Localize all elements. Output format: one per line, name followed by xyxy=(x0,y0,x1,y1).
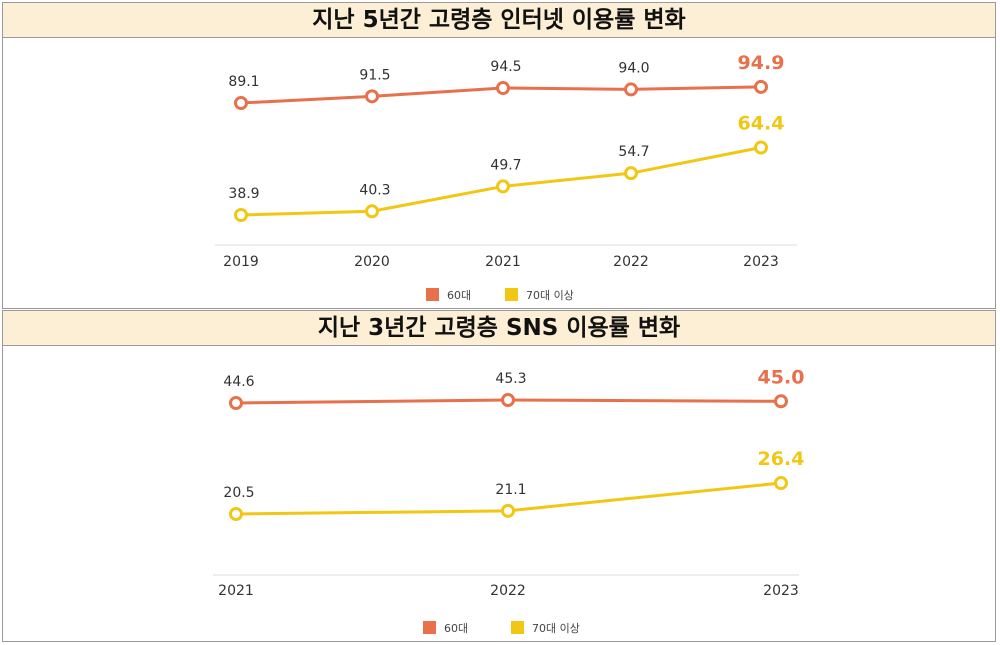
legend-swatch xyxy=(505,288,518,301)
data-label: 45.0 xyxy=(758,366,805,388)
data-point xyxy=(229,507,243,521)
data-point xyxy=(234,96,248,110)
x-tick-label: 2023 xyxy=(743,254,779,270)
x-tick-label: 2022 xyxy=(490,583,526,599)
data-point xyxy=(501,503,515,518)
data-point xyxy=(234,208,248,222)
data-label: 40.3 xyxy=(359,182,390,198)
data-point xyxy=(496,81,510,95)
legend-swatch xyxy=(511,621,524,634)
data-point xyxy=(229,396,243,410)
data-label: 44.6 xyxy=(223,374,254,390)
data-label: 94.9 xyxy=(738,52,785,74)
x-tick-label: 2022 xyxy=(613,254,649,270)
internet-usage-chart: 2019 2020 2021 2022 2023 89.1 91.5 94.5 94.0 94.9… xyxy=(215,52,797,302)
legend-label: 60대 xyxy=(444,622,468,635)
data-label: 49.7 xyxy=(490,157,521,173)
x-tick-label: 2021 xyxy=(485,254,521,270)
data-point xyxy=(496,179,510,194)
data-point xyxy=(754,79,768,94)
sns-usage-chart: 2021 2022 2023 44.6 45.3 45.0 20.5 21.1 26.4 60대 7… xyxy=(213,366,805,635)
data-label: 54.7 xyxy=(618,144,649,160)
legend-label: 60대 xyxy=(447,289,471,302)
data-label: 94.5 xyxy=(490,59,521,75)
x-tick-label: 2021 xyxy=(218,583,254,599)
legend-label: 70대 이상 xyxy=(532,622,580,635)
chart-title: 지난 3년간 고령층 SNS 이용률 변화 xyxy=(3,311,995,346)
data-label: 94.0 xyxy=(618,60,649,76)
data-label: 21.1 xyxy=(495,482,526,498)
legend-label: 70대 이상 xyxy=(526,289,574,302)
data-label: 64.4 xyxy=(738,113,785,135)
data-label: 91.5 xyxy=(359,67,390,83)
data-point xyxy=(624,166,638,181)
data-label: 38.9 xyxy=(228,186,259,202)
data-point xyxy=(754,140,768,155)
x-tick-label: 2023 xyxy=(763,583,799,599)
data-point xyxy=(624,82,638,97)
data-label: 45.3 xyxy=(495,371,526,387)
x-tick-label: 2020 xyxy=(354,254,390,270)
data-point xyxy=(365,204,379,219)
legend-swatch xyxy=(426,288,439,301)
chart-title: 지난 5년간 고령층 인터넷 이용률 변화 xyxy=(3,3,995,38)
internet-usage-panel: 지난 5년간 고령층 인터넷 이용률 변화 2019 2020 2021 2022 20… xyxy=(2,2,996,309)
data-point xyxy=(501,393,515,407)
data-label: 89.1 xyxy=(228,74,259,90)
legend-swatch xyxy=(423,621,436,634)
data-point xyxy=(774,476,788,490)
sns-usage-panel: 지난 3년간 고령층 SNS 이용률 변화 2021 2022 2023 44.6 45… xyxy=(2,310,996,642)
data-label: 20.5 xyxy=(223,485,254,501)
data-label: 26.4 xyxy=(758,448,805,470)
x-tick-label: 2019 xyxy=(223,254,259,270)
data-point xyxy=(365,89,379,104)
data-point xyxy=(774,394,788,409)
